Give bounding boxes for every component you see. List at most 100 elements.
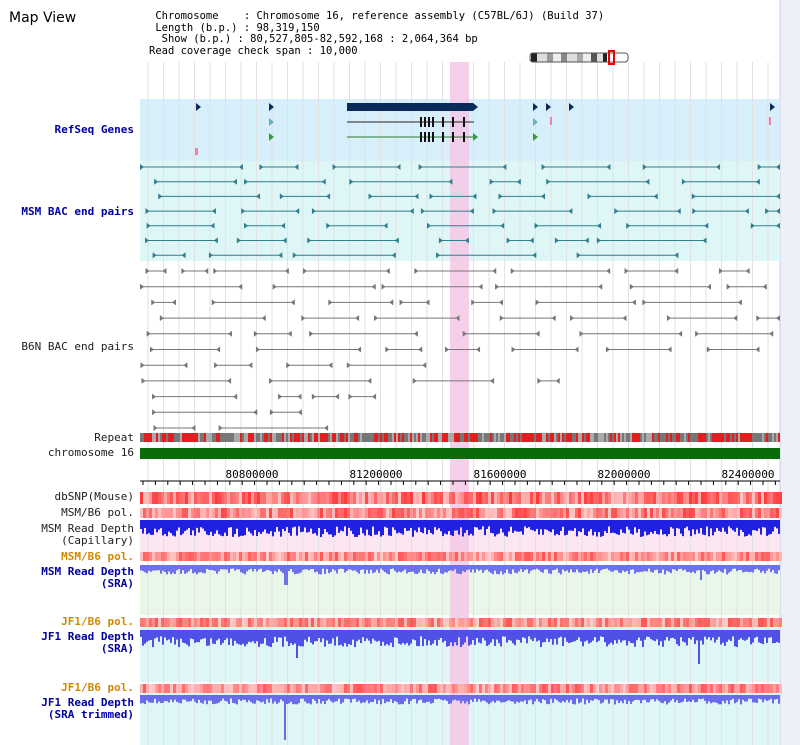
jf1-trimmed-depth-bar <box>362 695 364 703</box>
dbsnp-heat <box>641 492 644 504</box>
jf1-trimmed-depth-bar <box>326 695 328 701</box>
msm-pol-heat <box>236 552 239 561</box>
track-label-jf1-read-depth-sra-trimmed[interactable]: JF1 Read Depth (SRA trimmed) <box>41 697 134 721</box>
jf1-trimmed-depth-bar <box>772 695 774 704</box>
msm-pol-heat <box>449 552 452 561</box>
label-line: (SRA trimmed) <box>47 708 134 721</box>
track-label-refseq[interactable]: RefSeq Genes <box>54 123 134 136</box>
msm-sra-depth-bar <box>406 565 408 574</box>
jf1-sra-depth-bar <box>288 630 290 647</box>
repeat-bar <box>242 433 244 442</box>
jf1-pol-heat <box>770 618 773 627</box>
track-label-jf1-read-depth-sra[interactable]: JF1 Read Depth (SRA) <box>41 631 134 655</box>
jf1-pol-heat <box>278 618 281 627</box>
b6n-bac-pair-end <box>674 268 679 274</box>
msm-bac-pair-end <box>541 193 546 200</box>
dbsnp-heat <box>455 492 458 504</box>
track-label-msm-bac[interactable]: MSM BAC end pairs <box>21 205 134 218</box>
track-label-jf1-pol-1[interactable]: JF1/B6 pol. <box>61 615 134 628</box>
track-label-msm-read-depth-capillary[interactable]: MSM Read Depth (Capillary) <box>41 523 134 547</box>
jf1-pol-heat <box>551 618 554 627</box>
track-label-msm-pol-2[interactable]: MSM/B6 pol. <box>61 550 134 563</box>
msm-sra-depth-bar <box>432 565 434 572</box>
jf1-pol-heat <box>431 684 434 693</box>
jf1-pol-heat <box>407 684 410 693</box>
jf1-sra-depth-bar <box>598 630 600 641</box>
b6n-bac-pair-end <box>622 315 627 322</box>
repeat-bar <box>748 433 750 442</box>
repeat-bar <box>230 433 232 442</box>
jf1-pol-heat <box>680 618 683 627</box>
jf1-sra-depth-bar <box>554 630 556 639</box>
msm-capillary-depth-bar <box>684 520 686 529</box>
msm-pol-heat <box>416 552 419 561</box>
msm-capillary-depth-bar <box>462 520 464 537</box>
repeat-bar <box>226 433 228 442</box>
jf1-sra-depth-bar <box>408 630 410 646</box>
msm-pol-heat <box>143 508 146 518</box>
jf1-trimmed-depth-bar <box>506 695 508 702</box>
dbsnp-heat <box>704 492 707 504</box>
jf1-trimmed-depth-bar <box>422 695 424 703</box>
msm-pol-heat <box>275 552 278 561</box>
jf1-trimmed-depth-bar <box>434 695 436 699</box>
msm-sra-depth-bar <box>426 565 428 570</box>
msm-pol-heat <box>614 508 617 518</box>
msm-capillary-depth-bar <box>498 520 500 534</box>
jf1-sra-depth-bar <box>252 630 254 642</box>
msm-pol-heat <box>203 508 206 518</box>
jf1-pol-heat <box>713 684 716 693</box>
b6n-bac-pair-end <box>348 393 353 400</box>
track-label-repeat[interactable]: Repeat <box>94 431 134 444</box>
track-label-b6n-bac[interactable]: B6N BAC end pairs <box>21 340 134 353</box>
msm-sra-depth-bar <box>320 565 322 575</box>
msm-sra-depth-bar <box>358 565 360 574</box>
jf1-trimmed-depth-bar <box>216 695 218 704</box>
jf1-pol-heat <box>383 618 386 627</box>
msm-capillary-depth-bar <box>190 520 192 536</box>
jf1-sra-depth-bar <box>222 630 224 643</box>
jf1-trimmed-depth-bar <box>390 695 392 700</box>
msm-sra-depth-bar <box>184 565 186 574</box>
msm-pol-heat <box>767 552 770 561</box>
jf1-sra-depth-bar <box>400 630 402 645</box>
msm-pol-heat <box>653 508 656 518</box>
jf1-trimmed-depth-bar <box>432 695 434 703</box>
dbsnp-heat <box>302 492 305 504</box>
msm-pol-heat <box>299 552 302 561</box>
msm-capillary-depth-bar <box>456 520 458 531</box>
jf1-pol-heat <box>368 618 371 627</box>
track-label-msm-read-depth-sra[interactable]: MSM Read Depth (SRA) <box>41 566 134 590</box>
msm-sra-depth-bar <box>550 565 552 574</box>
msm-pol-heat <box>572 508 575 518</box>
msm-sra-depth-bar <box>352 565 354 571</box>
repeat-bar <box>774 433 776 442</box>
jf1-pol-heat <box>719 684 722 693</box>
jf1-trimmed-depth-bar <box>208 695 210 701</box>
jf1-pol-heat <box>155 684 158 693</box>
jf1-sra-depth-bar <box>366 630 368 639</box>
msm-pol-heat <box>509 508 512 518</box>
repeat-bar <box>182 433 184 442</box>
jf1-pol-heat <box>557 618 560 627</box>
repeat-bar <box>714 433 716 442</box>
msm-pol-heat <box>497 552 500 561</box>
track-label-msm-pol-1[interactable]: MSM/B6 pol. <box>61 506 134 519</box>
repeat-bar <box>570 433 572 442</box>
msm-pol-heat <box>740 508 743 518</box>
jf1-pol-heat <box>266 684 269 693</box>
jf1-sra-depth-bar <box>428 630 430 641</box>
track-label-chromosome[interactable]: chromosome 16 <box>47 446 134 459</box>
msm-capillary-depth-bar <box>436 520 438 530</box>
track-label-jf1-pol-2[interactable]: JF1/B6 pol. <box>61 681 134 694</box>
msm-pol-heat <box>350 508 353 518</box>
jf1-sra-depth-bar <box>506 630 508 643</box>
msm-capillary-depth-bar <box>658 520 660 535</box>
track-label-dbsnp[interactable]: dbSNP(Mouse) <box>54 490 134 503</box>
msm-sra-depth-bar <box>552 565 554 571</box>
repeat-bar <box>622 433 624 442</box>
jf1-trimmed-depth-bar <box>730 695 732 701</box>
jf1-trimmed-depth-bar <box>200 695 202 703</box>
